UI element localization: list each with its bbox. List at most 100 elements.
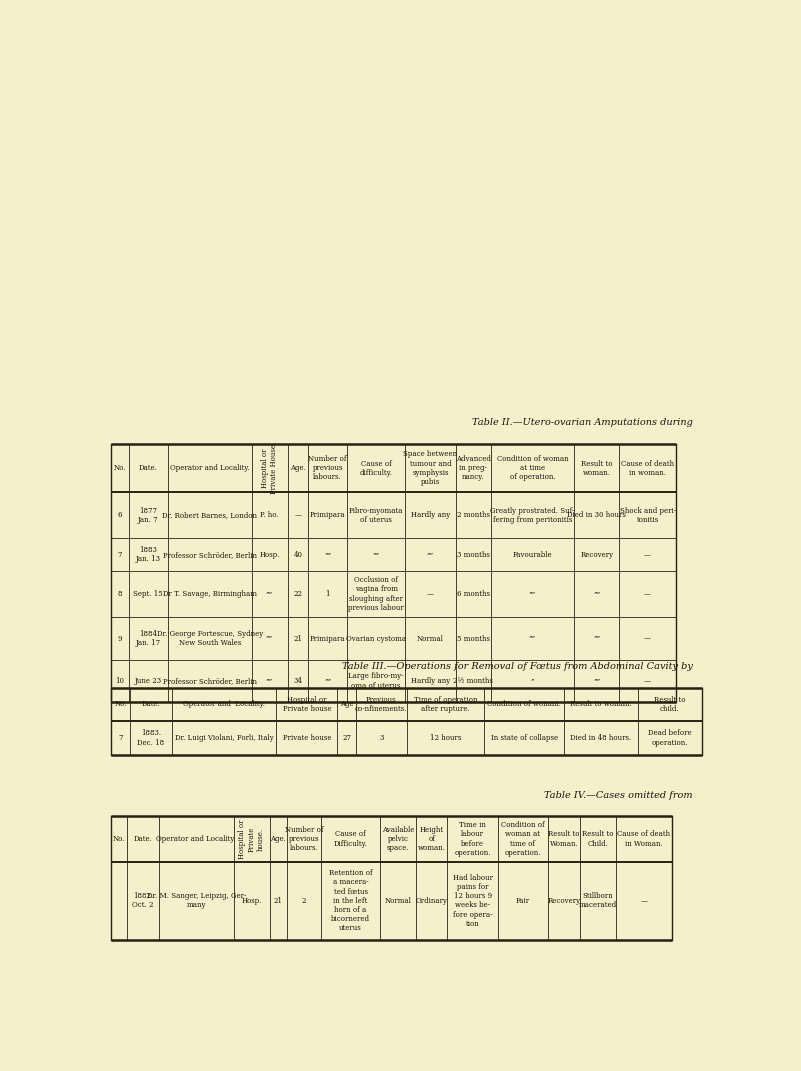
Text: 21: 21 (293, 635, 302, 643)
Text: Date.: Date. (142, 700, 160, 708)
Text: Ovarian cystoma: Ovarian cystoma (346, 635, 406, 643)
Text: Dr. George Fortescue, Sydney
New South Wales: Dr. George Fortescue, Sydney New South W… (156, 630, 263, 647)
Text: Date.: Date. (139, 465, 158, 472)
Text: Cause of death
in woman.: Cause of death in woman. (621, 459, 674, 477)
Text: P. ho.: P. ho. (260, 511, 279, 519)
Text: Result to woman.: Result to woman. (570, 700, 632, 708)
Text: Sept. 15: Sept. 15 (133, 590, 163, 598)
Text: ””: ”” (372, 550, 380, 559)
Text: —: — (294, 511, 301, 519)
Text: Hospital or
Private
house.: Hospital or Private house. (239, 819, 265, 859)
Text: Result to
Woman.: Result to Woman. (548, 830, 580, 847)
Text: Time in
labour
before
operation.: Time in labour before operation. (454, 821, 491, 857)
Text: Height
of
woman.: Height of woman. (417, 826, 445, 853)
Text: 2: 2 (302, 896, 306, 905)
Text: 2½ months: 2½ months (453, 677, 493, 685)
Text: Private house: Private house (283, 734, 331, 742)
Text: 40: 40 (293, 550, 302, 559)
Text: Previous
co­nfinements.: Previous co­nfinements. (355, 695, 408, 712)
Text: Condition of
woman at
time of
operation.: Condition of woman at time of operation. (501, 821, 545, 857)
Text: Age.: Age. (271, 835, 286, 843)
Text: Operator and Locality.: Operator and Locality. (170, 465, 250, 472)
Text: Table II.—Utero-ovarian Amputations during: Table II.—Utero-ovarian Amputations duri… (472, 418, 693, 427)
Text: Hospital or
Private House.: Hospital or Private House. (261, 442, 278, 495)
Text: 34: 34 (293, 677, 302, 685)
Text: 10: 10 (115, 677, 124, 685)
Text: Dr T. Savage, Birmingham: Dr T. Savage, Birmingham (163, 590, 256, 598)
Text: Dr. Robert Barnes, London: Dr. Robert Barnes, London (162, 511, 257, 519)
Text: 3 months: 3 months (457, 550, 489, 559)
Text: 3: 3 (379, 734, 384, 742)
Text: Large fibro-my-
oma of uterus: Large fibro-my- oma of uterus (348, 673, 404, 690)
Text: Normal: Normal (417, 635, 444, 643)
Text: 5 months: 5 months (457, 635, 489, 643)
Text: Ordinary: Ordinary (416, 896, 448, 905)
Text: —: — (427, 590, 434, 598)
Text: Died in 48 hours.: Died in 48 hours. (570, 734, 632, 742)
Text: No.: No. (115, 700, 127, 708)
Text: Recovery: Recovery (580, 550, 614, 559)
Text: Table IV.—Cases omitted from: Table IV.—Cases omitted from (545, 790, 693, 800)
Text: Space between
tumour and
symphysis
pubis: Space between tumour and symphysis pubis (404, 451, 457, 486)
Text: 9: 9 (118, 635, 123, 643)
Text: Dr. Luigi Violani, Forli, Italy: Dr. Luigi Violani, Forli, Italy (175, 734, 274, 742)
Text: Date.: Date. (134, 835, 152, 843)
Text: No.: No. (113, 835, 125, 843)
Text: 22: 22 (293, 590, 302, 598)
Text: Condition of woman
at time
of operation.: Condition of woman at time of operation. (497, 455, 568, 482)
Text: 1883
Jan. 13: 1883 Jan. 13 (135, 546, 161, 563)
Text: Age.: Age. (290, 465, 306, 472)
Text: ””: ”” (529, 590, 536, 598)
Text: 1877
Jan. 7: 1877 Jan. 7 (138, 507, 159, 524)
Text: ””: ”” (593, 590, 601, 598)
Text: ””: ”” (593, 635, 601, 643)
Text: Retention of
a macera-
ted fœtus
in the left
horn of a
bicornered
uterus: Retention of a macera- ted fœtus in the … (328, 870, 372, 933)
Text: June 23: June 23 (135, 677, 162, 685)
Text: No.: No. (114, 465, 127, 472)
Text: ””: ”” (324, 677, 332, 685)
Text: Fair: Fair (516, 896, 530, 905)
Text: ””: ”” (427, 550, 434, 559)
Text: Fibro-myomata
of uterus: Fibro-myomata of uterus (348, 507, 404, 524)
Text: Professor Schröder, Berlin: Professor Schröder, Berlin (163, 550, 256, 559)
Text: ””: ”” (593, 677, 601, 685)
Text: Condition of woman.: Condition of woman. (487, 700, 561, 708)
Text: Number of
previous
labours.: Number of previous labours. (285, 826, 324, 853)
Text: 27: 27 (342, 734, 351, 742)
Text: 7: 7 (118, 550, 123, 559)
Text: ””: ”” (266, 677, 273, 685)
Text: Available
pelvic
space.: Available pelvic space. (382, 826, 414, 853)
Text: Hosp.: Hosp. (260, 550, 280, 559)
Text: Cause of
Difficulty.: Cause of Difficulty. (333, 830, 368, 847)
Text: Hardly any: Hardly any (411, 511, 450, 519)
Text: —: — (641, 896, 647, 905)
Text: Greatly prostrated. Suf-
fering from peritonitis: Greatly prostrated. Suf- fering from per… (490, 507, 574, 524)
Text: Cause of death
in Woman.: Cause of death in Woman. (618, 830, 670, 847)
Text: Result to
child.: Result to child. (654, 695, 686, 712)
Text: —: — (644, 677, 651, 685)
Text: Cause of
difficulty.: Cause of difficulty. (360, 459, 392, 477)
Text: Operator and  Locality.: Operator and Locality. (183, 700, 265, 708)
Text: ””: ”” (529, 635, 536, 643)
Text: 1: 1 (325, 590, 330, 598)
Text: 7: 7 (119, 734, 123, 742)
Text: Had labour
pains for
12 hours 9
weeks be-
fore opera-
tion: Had labour pains for 12 hours 9 weeks be… (453, 874, 493, 927)
Text: Hospital or
Private house: Hospital or Private house (283, 695, 331, 712)
Text: ””: ”” (266, 635, 273, 643)
Text: Dead before
operation.: Dead before operation. (648, 729, 691, 746)
Text: 21: 21 (274, 896, 283, 905)
Text: Dr. M. Sanger, Leipzig, Ger-
many: Dr. M. Sanger, Leipzig, Ger- many (147, 892, 246, 909)
Text: Primipara: Primipara (310, 511, 345, 519)
Text: Recovery: Recovery (547, 896, 581, 905)
Text: Favourable: Favourable (513, 550, 553, 559)
Text: Result to
woman.: Result to woman. (581, 459, 613, 477)
Text: Time of operation
after rupture.: Time of operation after rupture. (413, 695, 477, 712)
Text: 1883.
Dec. 18: 1883. Dec. 18 (138, 729, 164, 746)
Text: Hosp.: Hosp. (241, 896, 262, 905)
Text: ””: ”” (266, 590, 273, 598)
Text: —: — (644, 550, 651, 559)
Text: Died in 30 hours: Died in 30 hours (567, 511, 626, 519)
Text: Number of
previous
labours.: Number of previous labours. (308, 455, 347, 482)
Text: 12 hours: 12 hours (429, 734, 461, 742)
Text: Normal: Normal (384, 896, 412, 905)
